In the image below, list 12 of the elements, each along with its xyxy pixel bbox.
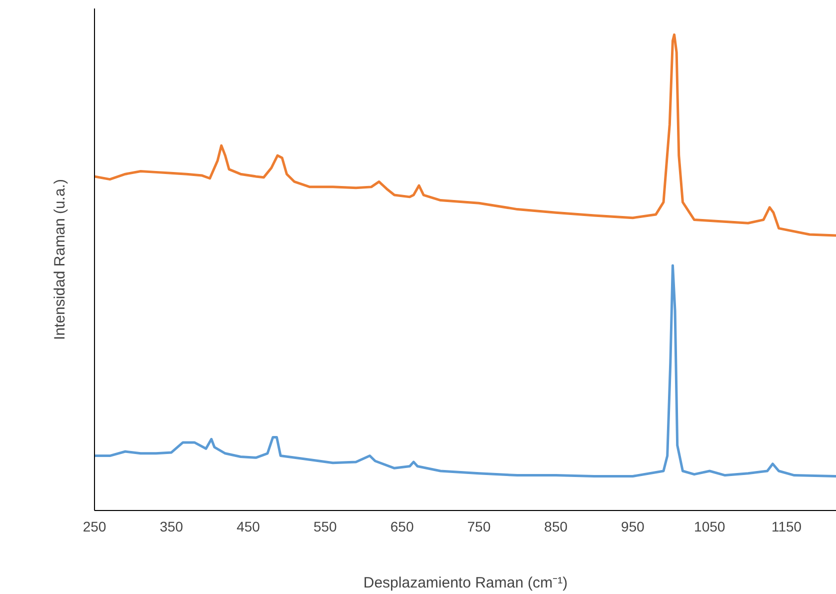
x-tick-label: 350 [160,518,184,534]
x-tick-label: 550 [313,518,338,534]
x-axis-title: Desplazamiento Raman (cm⁻¹) [363,574,568,592]
x-tick-label: 650 [390,518,414,534]
x-tick-label: 450 [236,518,260,534]
x-tick-label: 850 [544,518,568,534]
y-axis-title: Intensidad Raman (u.a.) [52,179,68,340]
x-tick-label: 950 [621,518,645,534]
x-tick-label: 250 [82,518,106,534]
x-tick-label: 1050 [694,518,726,534]
x-tick-label: 750 [467,518,491,534]
x-tick-label: 1150 [771,518,802,534]
